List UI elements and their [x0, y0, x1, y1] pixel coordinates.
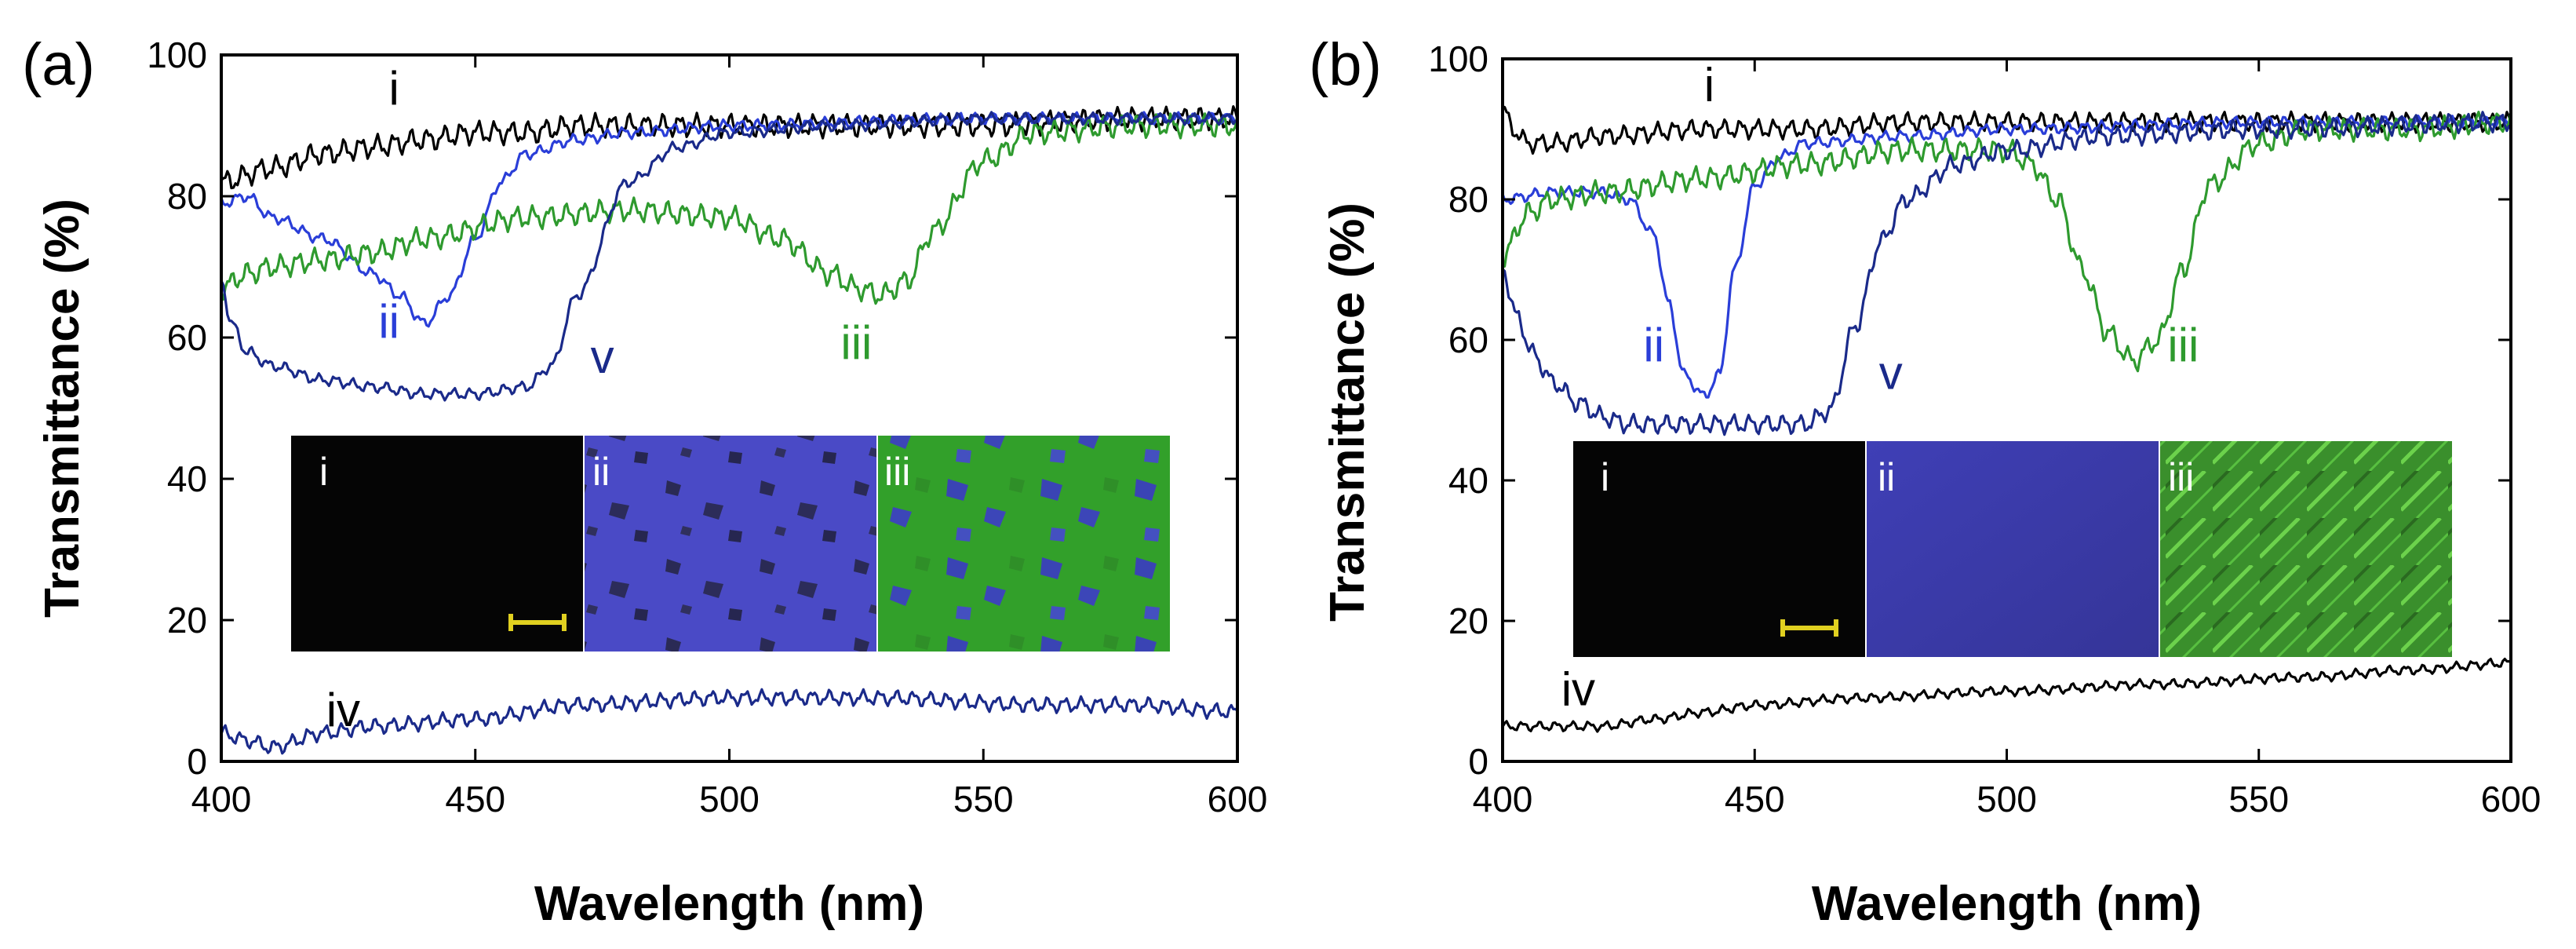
y-tick-label: 0 — [187, 741, 207, 782]
y-tick-label: 40 — [167, 458, 207, 499]
micrograph-i — [291, 436, 583, 652]
panel-label: (a) — [22, 31, 95, 98]
micrograph-ii — [1867, 441, 2159, 657]
series-iv-line — [221, 688, 1237, 755]
y-tick-label: 0 — [1468, 741, 1488, 782]
series-i-line — [221, 105, 1237, 190]
curve-label-v: v — [591, 330, 614, 383]
y-tick-label: 40 — [1448, 460, 1488, 501]
y-tick-label: 80 — [167, 176, 207, 217]
curve-label-v: v — [1879, 347, 1903, 400]
inset-label-ii: ii — [592, 450, 610, 494]
inset-label-iii: iii — [2168, 455, 2194, 499]
x-tick-label: 400 — [1473, 779, 1533, 819]
micrograph-iii — [878, 436, 1170, 652]
scale-bar — [1780, 619, 1838, 637]
x-axis-title: Wavelength (nm) — [534, 877, 924, 931]
series-iii-line — [1503, 111, 2511, 373]
y-tick-label: 20 — [167, 600, 207, 641]
y-tick-label: 60 — [1448, 319, 1488, 360]
inset-label-i: i — [319, 450, 328, 494]
x-tick-label: 600 — [2481, 779, 2541, 819]
curve-label-iii: iii — [840, 316, 872, 369]
x-tick-label: 450 — [445, 779, 505, 819]
curve-label-iv: iv — [326, 684, 360, 736]
curve-label-i: i — [1704, 59, 1714, 111]
micrograph-inset: i ii iii — [291, 436, 1170, 652]
y-axis-title: Transmittance (%) — [1321, 203, 1375, 622]
micrograph-inset: i ii iii — [1573, 441, 2452, 657]
y-tick-label: 80 — [1448, 179, 1488, 220]
y-tick-label: 100 — [147, 35, 207, 75]
x-tick-label: 550 — [953, 779, 1014, 819]
micrograph-ii — [585, 436, 876, 652]
panel-b: (b) Wavelength (nm) Transmittance (%) i … — [1309, 31, 2541, 931]
x-tick-label: 400 — [191, 779, 252, 819]
curve-label-iv: iv — [1561, 662, 1595, 715]
curve-label-ii: ii — [1643, 319, 1664, 371]
inset-label-i: i — [1601, 455, 1609, 499]
x-tick-label: 500 — [1977, 779, 2037, 819]
x-tick-label: 600 — [1208, 779, 1268, 819]
series-v-line — [221, 111, 1237, 402]
scale-bar — [508, 614, 567, 631]
curve-label-iii: iii — [2167, 319, 2199, 371]
series-v-line — [1503, 111, 2511, 436]
plot-frame — [220, 53, 1239, 763]
y-tick-label: 100 — [1428, 38, 1488, 79]
panel-a: (a) Wavelength (nm) Transmittance (%) i … — [22, 31, 1267, 931]
y-tick-label: 20 — [1448, 600, 1488, 641]
x-tick-label: 500 — [699, 779, 760, 819]
panel-label: (b) — [1309, 31, 1382, 98]
inset-label-iii: iii — [884, 450, 910, 494]
x-tick-label: 550 — [2228, 779, 2289, 819]
curve-label-ii: ii — [378, 295, 399, 348]
x-axis-title: Wavelength (nm) — [1812, 877, 2202, 931]
y-tick-label: 60 — [167, 317, 207, 358]
inset-label-ii: ii — [1878, 455, 1895, 499]
series-iii-line — [221, 112, 1237, 305]
micrograph-i — [1573, 441, 1865, 657]
micrograph-iii — [2160, 441, 2452, 657]
y-axis-title: Transmittance (%) — [35, 199, 89, 618]
series-iv-line — [1503, 657, 2511, 733]
x-tick-label: 450 — [1725, 779, 1785, 819]
curve-label-i: i — [388, 62, 399, 115]
